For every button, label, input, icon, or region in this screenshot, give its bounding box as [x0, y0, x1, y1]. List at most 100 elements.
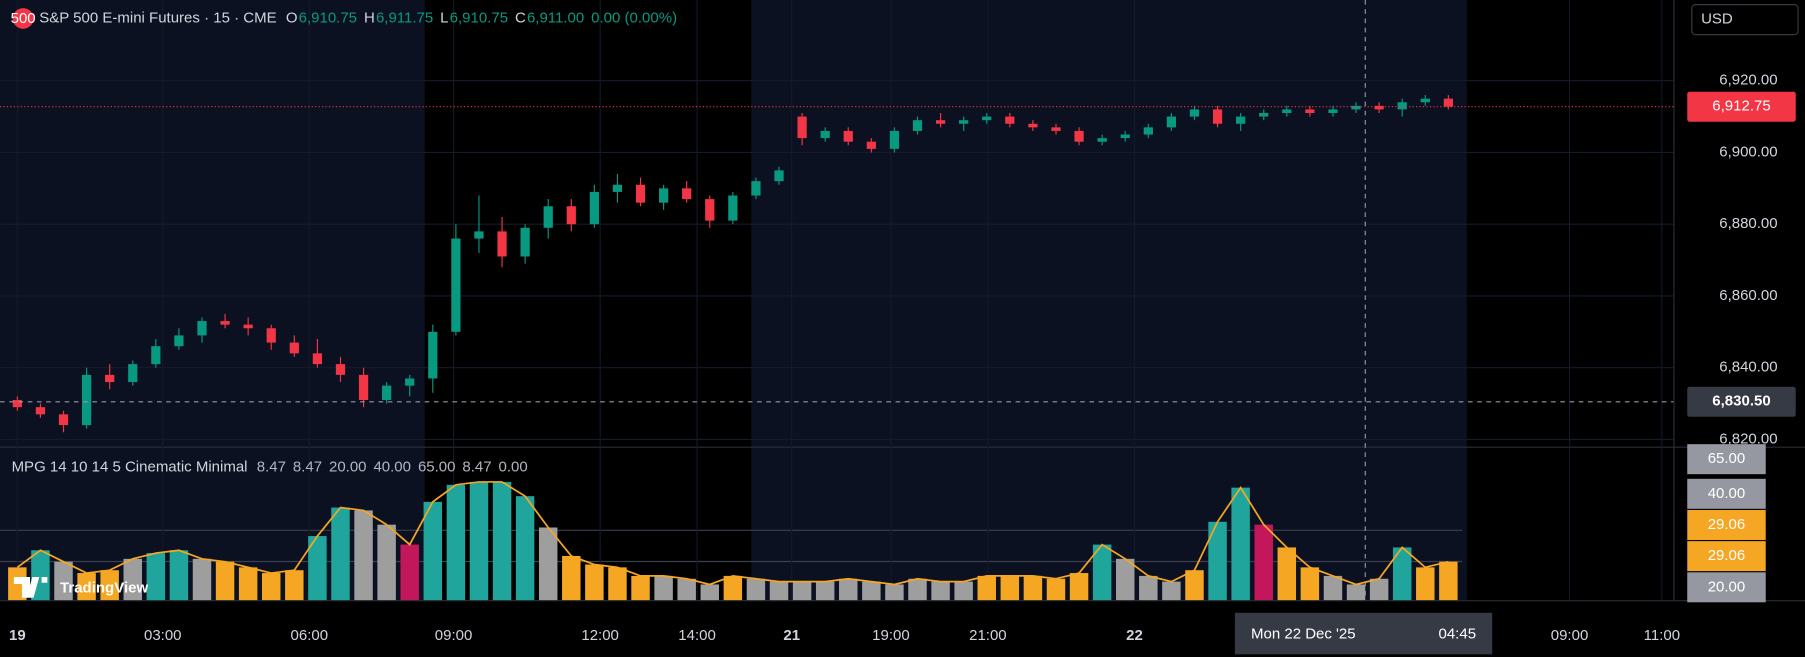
- candle-body: [982, 116, 992, 121]
- header-text: 6,911.00: [527, 9, 584, 26]
- indicator-axis-box: [1687, 444, 1766, 475]
- histogram-bar: [723, 575, 743, 601]
- indicator-axis-box: [1687, 478, 1766, 509]
- indicator-value: 20.00: [329, 458, 367, 475]
- histogram-bar: [562, 555, 581, 601]
- histogram-bar: [54, 561, 73, 601]
- header-text: 0.00 (0.00%): [591, 9, 677, 26]
- histogram-bar: [631, 575, 650, 601]
- indicator-axis-label: 65.00: [1708, 450, 1746, 467]
- candle-body: [589, 191, 599, 225]
- crosshair-time-box: [1234, 612, 1493, 655]
- candle-body: [1166, 116, 1177, 128]
- histogram-bar: [862, 581, 881, 601]
- candle-body: [220, 321, 230, 325]
- time-label: 21:00: [969, 627, 1007, 644]
- candle-body: [1074, 130, 1084, 142]
- candle-body: [58, 414, 69, 426]
- symbol-badge-text: 500: [11, 10, 36, 27]
- histogram-bar: [100, 570, 119, 601]
- histogram-bar: [792, 581, 812, 601]
- candle-body: [866, 141, 876, 149]
- candle-body: [105, 374, 115, 383]
- candle-body: [658, 188, 669, 203]
- indicator-value: 65.00: [418, 458, 456, 475]
- histogram-bar: [354, 510, 373, 601]
- candle-body: [635, 184, 646, 203]
- candle-body: [1097, 138, 1107, 142]
- histogram-line: [16, 481, 1449, 586]
- session-background: [0, 0, 1674, 601]
- candle-body: [889, 130, 900, 149]
- candle-body: [543, 206, 553, 228]
- y-tick-label: 6,840.00: [1719, 359, 1777, 376]
- histogram-bar: [1162, 581, 1181, 601]
- indicator-axis-label: 40.00: [1708, 485, 1746, 502]
- histogram-bar: [146, 553, 166, 601]
- candle-body: [35, 407, 46, 415]
- candle-body: [1328, 109, 1338, 113]
- candle-body: [312, 353, 323, 365]
- header-text: 6,911.75: [376, 9, 433, 26]
- candle-body: [820, 130, 830, 139]
- candle-body: [1051, 127, 1061, 131]
- histogram-bar: [1115, 558, 1135, 601]
- histogram-bar: [608, 567, 627, 601]
- candle-body: [1374, 105, 1384, 110]
- candle-body: [81, 374, 92, 426]
- histogram-bar: [839, 578, 858, 601]
- histogram-bar: [931, 581, 950, 601]
- histogram-bar: [815, 581, 835, 601]
- histogram-bar: [469, 481, 489, 601]
- indicator-value: 8.47: [462, 458, 491, 475]
- candle-body: [174, 335, 184, 347]
- candle-body: [1420, 98, 1430, 103]
- indicator-axis-box: [1687, 509, 1766, 540]
- overlay: USD 500 TradingView S&P 500 E-mini Futur…: [9, 4, 1799, 655]
- watermark-text: TradingView: [60, 580, 148, 597]
- time-label: 14:00: [678, 627, 716, 644]
- candle-body: [705, 199, 715, 221]
- candle-body: [1259, 112, 1269, 117]
- header-text: S&P 500 E-mini Futures · 15 · CME: [39, 9, 276, 26]
- grid: [0, 0, 1663, 601]
- candle-body: [912, 120, 923, 131]
- crosshair-price-box: [1687, 386, 1796, 417]
- indicator-axis-box: [1687, 541, 1766, 572]
- histogram-bar: [423, 501, 443, 601]
- histogram-bar: [700, 584, 720, 601]
- time-label: 21: [783, 627, 800, 644]
- indicator-axis-label: 20.00: [1708, 578, 1746, 595]
- candle-body: [197, 321, 207, 336]
- candle-body: [335, 364, 346, 375]
- histogram-bar: [677, 578, 696, 601]
- currency-label[interactable]: USD: [1701, 11, 1733, 28]
- y-tick-label: 6,920.00: [1719, 72, 1777, 89]
- histogram-bar: [77, 573, 96, 601]
- candle-body: [1443, 98, 1453, 107]
- candle-body: [774, 170, 784, 182]
- header-text: 6,910.75: [450, 9, 508, 26]
- histogram-bar: [1139, 575, 1158, 601]
- candle-body: [682, 188, 692, 200]
- time-label: 19: [9, 627, 26, 644]
- histogram-bar: [262, 573, 281, 601]
- candle-body: [1028, 123, 1038, 128]
- histogram-bar: [1231, 487, 1250, 601]
- histogram-bar: [954, 581, 973, 601]
- candle-body: [1282, 109, 1292, 113]
- currency-button[interactable]: [1691, 4, 1799, 36]
- watermark-logo: [13, 577, 48, 598]
- histogram-bar: [400, 544, 419, 601]
- candle-body: [1212, 109, 1223, 124]
- histogram-bar: [169, 550, 189, 601]
- histogram-bar: [331, 507, 350, 601]
- histogram-bar: [308, 536, 327, 601]
- y-tick-label: 6,820.00: [1719, 430, 1777, 447]
- histogram-bar: [215, 561, 235, 601]
- candle-body: [243, 324, 253, 329]
- candle-body: [935, 120, 946, 124]
- histogram-bar: [446, 484, 466, 601]
